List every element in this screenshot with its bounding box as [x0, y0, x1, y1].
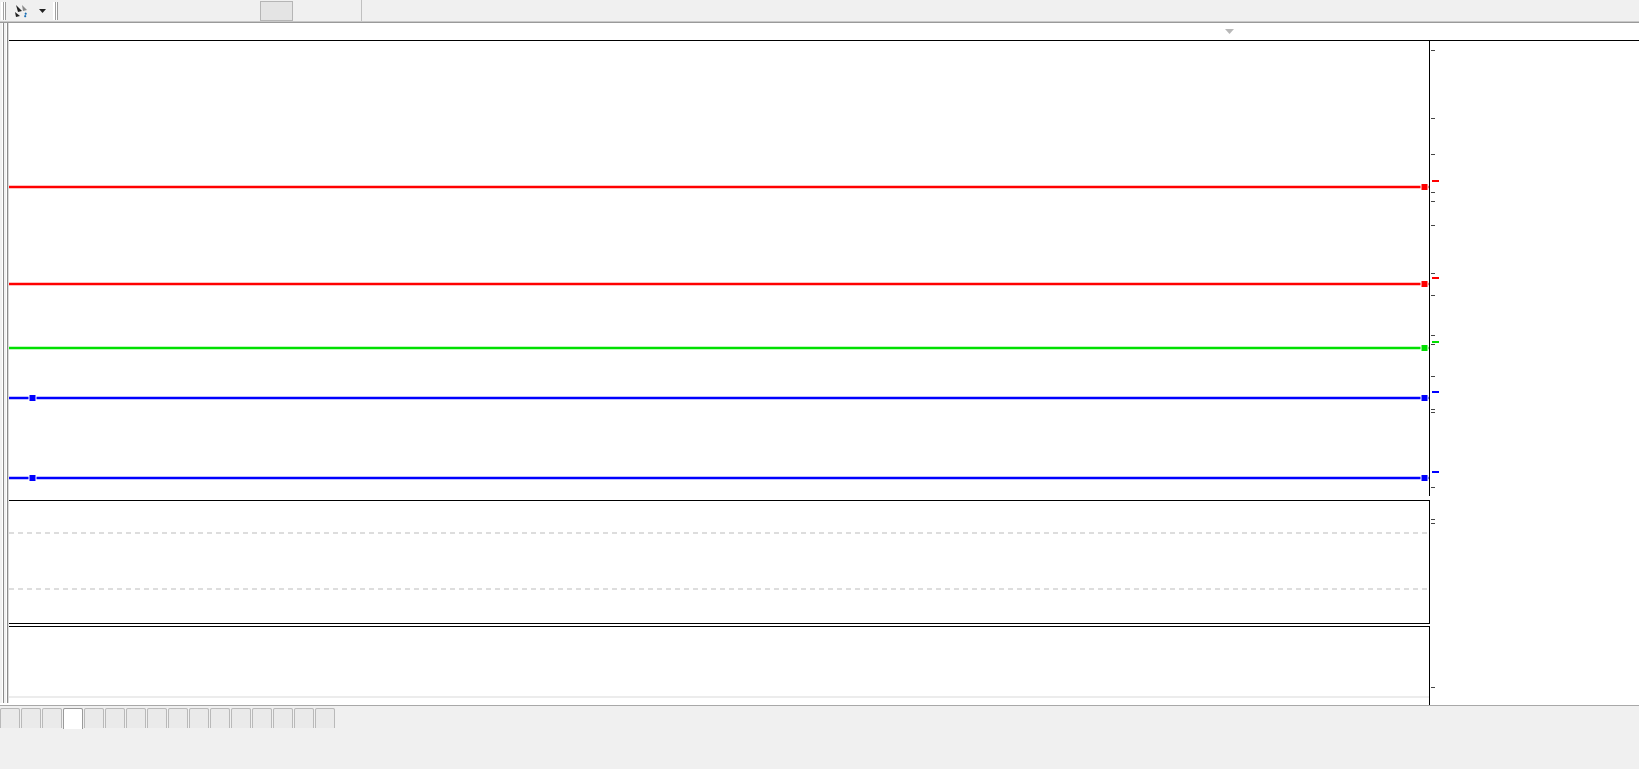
chart-tab-2[interactable]	[42, 708, 62, 728]
price-chart-svg	[9, 183, 1429, 482]
horizontal-level-lines	[9, 183, 1429, 482]
price-label-support-2[interactable]	[1432, 471, 1439, 473]
chart-window-resize-handle-icon[interactable]	[1225, 29, 1234, 34]
chart-tab-15[interactable]	[315, 708, 335, 728]
timeframe-d1[interactable]	[260, 0, 293, 21]
timeframe-m15[interactable]	[128, 1, 161, 21]
price-tick-15	[1431, 518, 1438, 530]
chart-tab-0[interactable]	[0, 708, 20, 728]
chart-tab-10[interactable]	[210, 708, 230, 728]
price-tick-0	[1431, 45, 1438, 57]
chart-window	[0, 22, 1639, 751]
timeframe-h4[interactable]	[227, 1, 260, 21]
chart-tab-8[interactable]	[168, 708, 188, 728]
resistance-1-handle	[1420, 183, 1429, 191]
price-tick-6	[1431, 268, 1438, 280]
chart-tab-6[interactable]	[126, 708, 146, 728]
price-tick-2	[1431, 149, 1438, 161]
price-chart-pane[interactable]	[9, 41, 1430, 496]
price-tick-14	[1431, 514, 1438, 526]
rsi-indicator-pane[interactable]	[9, 500, 1430, 624]
timeframe-h1[interactable]	[194, 1, 227, 21]
main-toolbar	[0, 0, 1639, 22]
price-tick-3	[1431, 187, 1438, 199]
chart-tab-3[interactable]	[63, 708, 83, 729]
chart-tab-14[interactable]	[294, 708, 314, 728]
toolbar-empty-area	[361, 0, 1639, 21]
timeframe-m5[interactable]	[95, 1, 128, 21]
timeframe-mn[interactable]	[326, 1, 359, 21]
chart-tab-9[interactable]	[189, 708, 209, 728]
price-tick-11	[1431, 407, 1438, 419]
chart-tab-11[interactable]	[231, 708, 251, 728]
cursor-dropdown-arrow-icon[interactable]	[35, 1, 49, 21]
chart-tab-5[interactable]	[105, 708, 125, 728]
chart-titlebar	[9, 23, 1639, 41]
timeframe-w1[interactable]	[293, 1, 326, 21]
resistance-2-handle	[1420, 280, 1429, 288]
price-tick-4	[1431, 220, 1438, 232]
chart-tab-4[interactable]	[84, 708, 104, 728]
price-scale-axis[interactable]	[1431, 41, 1639, 731]
support-1-handle-left	[28, 394, 37, 402]
chart-tab-13[interactable]	[273, 708, 293, 728]
current-price-handle	[1420, 344, 1429, 352]
chart-tab-7[interactable]	[147, 708, 167, 728]
timeframe-m1[interactable]	[62, 1, 95, 21]
timeframe-m30[interactable]	[161, 1, 194, 21]
price-tick-1	[1431, 113, 1438, 125]
price-tick-12	[1431, 404, 1438, 416]
price-tick-10	[1431, 371, 1438, 383]
crosshair-cursor-icon[interactable]	[9, 1, 35, 21]
rsi-chart-svg	[9, 532, 1429, 590]
toolbar-separator	[53, 1, 58, 20]
price-tick-8	[1431, 330, 1438, 342]
chart-tab-12[interactable]	[252, 708, 272, 728]
support-2-handle-left	[28, 474, 37, 482]
price-label-resistance-1[interactable]	[1432, 180, 1439, 182]
macd-chart-svg	[9, 696, 1429, 698]
toolbar-drag-grip[interactable]	[1, 1, 6, 20]
macd-tick-zero	[1431, 682, 1438, 694]
price-tick-5	[1431, 196, 1438, 208]
price-label-support-1[interactable]	[1432, 391, 1439, 393]
support-2-handle	[1420, 474, 1429, 482]
price-tick-9	[1431, 339, 1438, 351]
chart-window-left-gripper[interactable]	[0, 23, 9, 703]
chart-tab-1[interactable]	[21, 708, 41, 728]
support-1-handle	[1420, 394, 1429, 402]
chart-tab-bar	[0, 705, 1639, 769]
price-tick-13	[1431, 482, 1438, 494]
price-label-current[interactable]	[1432, 341, 1439, 343]
price-tick-7	[1431, 290, 1438, 302]
price-label-resistance-2[interactable]	[1432, 277, 1439, 279]
